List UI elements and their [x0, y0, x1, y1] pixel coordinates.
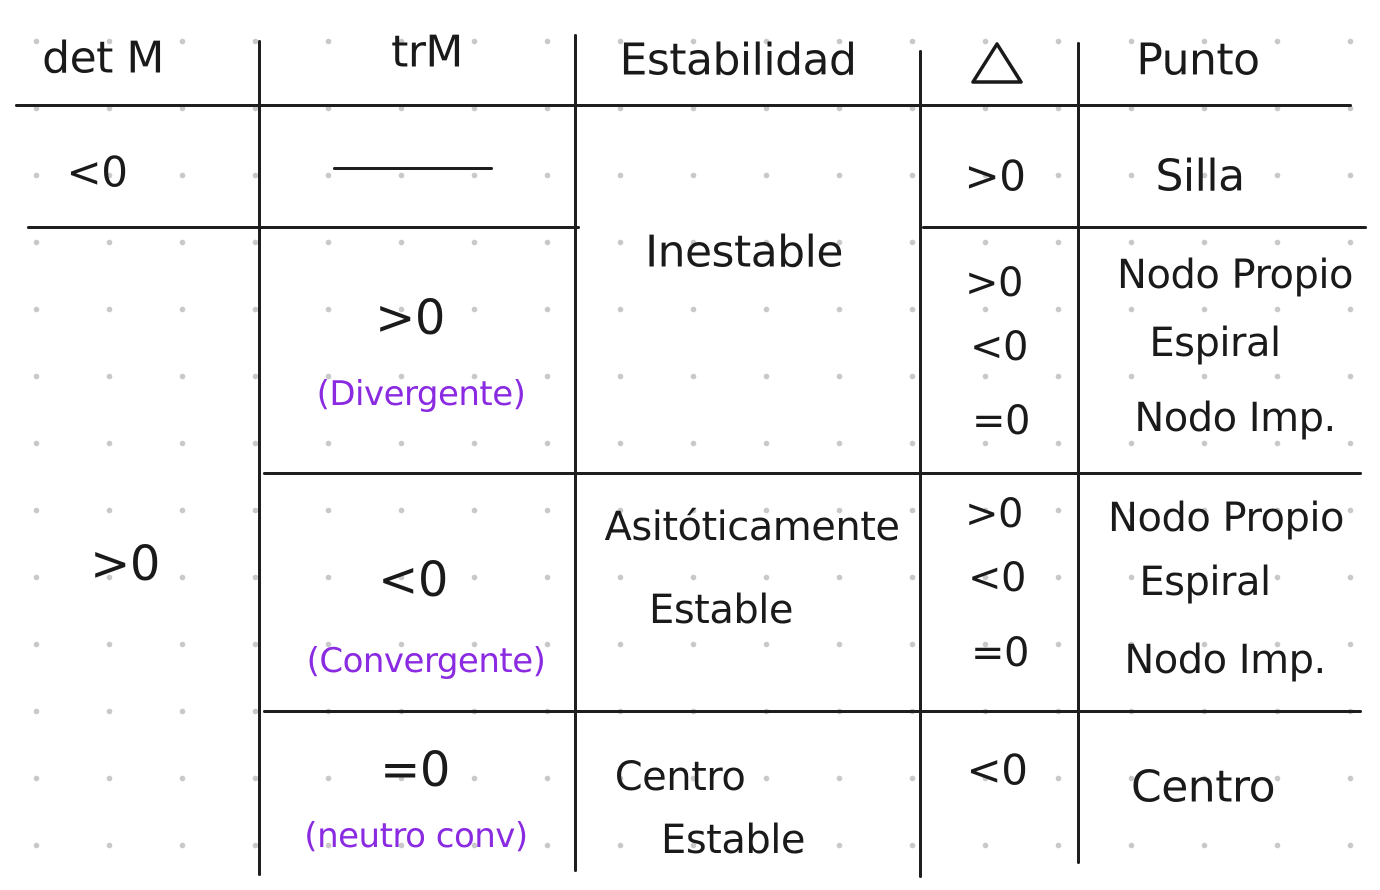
row-divider-delta-right: [922, 226, 1367, 229]
tr-positive-note: (Divergente): [316, 374, 526, 414]
tr-positive-point-1: Nodo Propio: [1117, 252, 1353, 298]
det-negative-value: <0: [66, 147, 128, 197]
tr-positive-delta-2: <0: [970, 324, 1028, 370]
header-det: det M: [42, 32, 164, 84]
triangle-delta-icon: [971, 42, 1023, 84]
tr-zero-stability-1: Centro: [614, 754, 746, 800]
tr-negative-note: (Convergente): [306, 641, 546, 681]
header-stability: Estabilidad: [619, 34, 857, 86]
tr-zero-stability-2: Estable: [661, 817, 805, 863]
tr-positive-point-3: Nodo Imp.: [1134, 395, 1336, 441]
header-point: Punto: [1136, 34, 1260, 86]
tr-positive-delta-3: =0: [972, 398, 1030, 444]
tr-negative-point-2: Espiral: [1139, 559, 1271, 605]
tr-negative-stability-2: Estable: [649, 587, 793, 633]
row-divider-tr-negative: [263, 710, 1362, 713]
tr-negative-point-1: Nodo Propio: [1108, 495, 1344, 541]
tr-zero-point: Centro: [1131, 761, 1275, 813]
row-divider-det-negative: [27, 226, 580, 229]
tr-zero-delta: <0: [966, 745, 1028, 795]
det-positive-value: >0: [90, 536, 160, 592]
tr-zero-value: =0: [380, 742, 450, 798]
tr-positive-point-2: Espiral: [1149, 320, 1281, 366]
header-divider: [15, 104, 1352, 107]
tr-negative-value: <0: [378, 552, 448, 608]
det-negative-point: Silla: [1155, 150, 1245, 202]
tr-negative-delta-2: <0: [968, 555, 1026, 601]
stability-unstable: Inestable: [645, 226, 843, 278]
tr-positive-delta-1: >0: [965, 260, 1023, 306]
tr-zero-note: (neutro conv): [304, 816, 528, 856]
column-divider-3: [919, 50, 922, 878]
tr-negative-stability-1: Asitóticamente: [604, 504, 901, 550]
column-divider-1: [258, 40, 261, 876]
header-tr: trM: [391, 26, 463, 78]
det-negative-delta: >0: [964, 151, 1026, 201]
column-divider-4: [1077, 42, 1080, 864]
tr-not-applicable-dash: [333, 167, 493, 170]
column-divider-2: [574, 34, 577, 872]
tr-negative-delta-3: =0: [971, 630, 1029, 676]
tr-negative-point-3: Nodo Imp.: [1124, 637, 1326, 683]
tr-negative-delta-1: >0: [965, 491, 1023, 537]
tr-positive-value: >0: [375, 290, 445, 346]
row-divider-tr-positive: [263, 472, 1362, 475]
